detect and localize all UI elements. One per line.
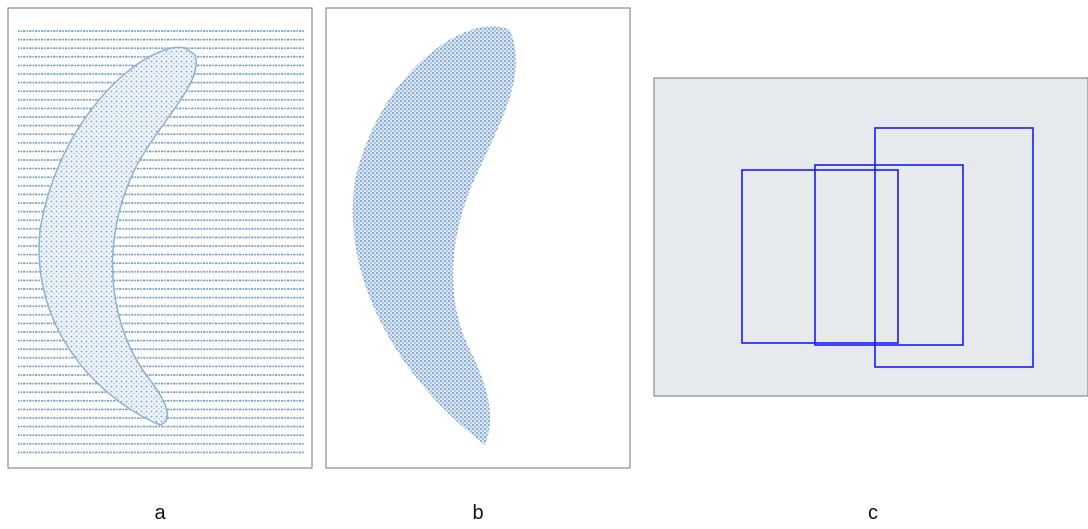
panel-label: c — [868, 502, 878, 524]
panel-frame — [654, 78, 1088, 396]
figure: a b c — [0, 0, 1088, 529]
panel-a — [8, 8, 312, 468]
panel-c — [654, 78, 1088, 396]
panel-label: a — [154, 502, 166, 524]
panel-label: b — [472, 502, 483, 524]
panel-b — [326, 8, 630, 468]
page: a b c (() => { const data = JSON.parse(d… — [0, 0, 1088, 529]
